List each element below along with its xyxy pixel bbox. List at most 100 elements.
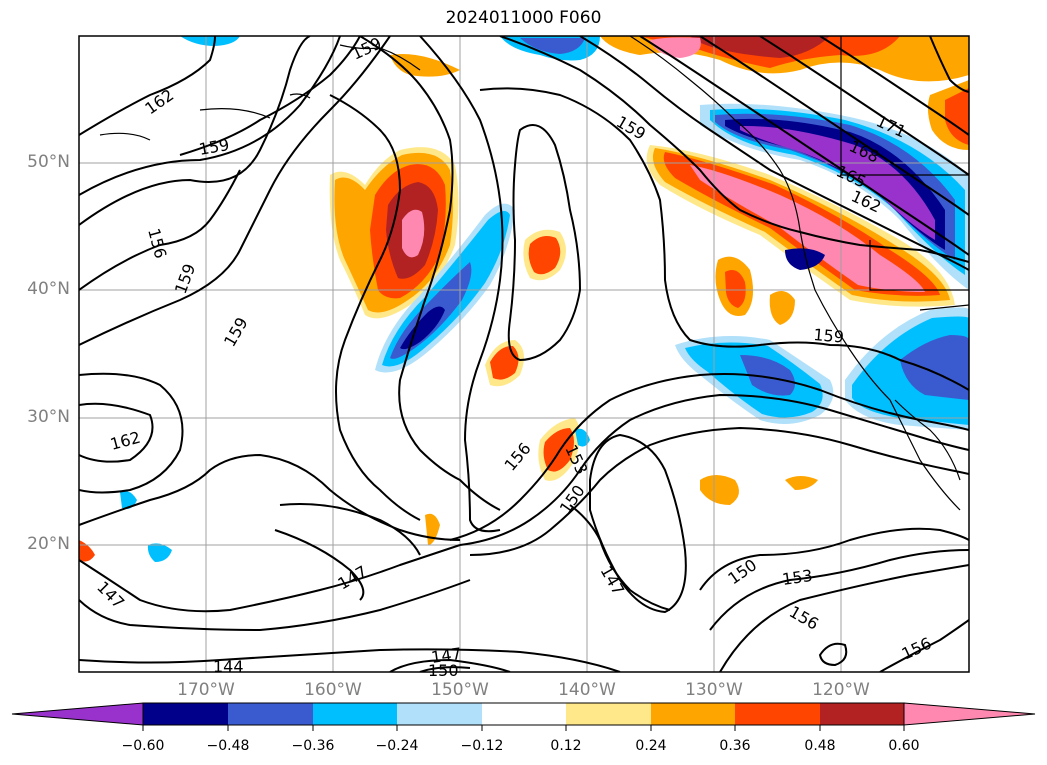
shade-top-navy [520, 38, 585, 54]
contour-ne-3 [699, 36, 969, 216]
lon-label: 160°W [304, 680, 362, 700]
colorbar-swatch [397, 703, 482, 725]
shade-left-orange [79, 540, 95, 562]
shade-top-north-brown [690, 36, 830, 58]
colorbar-tick-label: −0.12 [460, 738, 504, 754]
contour-label: 159 [220, 314, 252, 350]
contour-label: 156 [501, 439, 535, 475]
contour-159-w2 [79, 36, 391, 346]
contour-center-2 [359, 36, 501, 511]
contour-center-3 [419, 36, 504, 533]
lon-label: 150°W [431, 680, 489, 700]
contour-sw-2 [79, 453, 461, 541]
contour-label: 156 [899, 633, 935, 663]
contour-lower-2 [274, 529, 365, 601]
shade-east-blue [740, 355, 795, 396]
shade-top-north-pink [650, 37, 701, 58]
shade-left-cyan [120, 491, 137, 509]
shade-right-navy [785, 248, 825, 270]
contour-156 [449, 373, 969, 541]
colorbar-swatch [735, 703, 820, 725]
contour-label: 150 [556, 481, 589, 517]
colorbar-tick-label: −0.48 [206, 738, 250, 754]
colorbar-swatch [820, 703, 904, 725]
lat-label: 40°N [27, 279, 70, 299]
contour-center-1 [329, 94, 421, 521]
contour-ne-1 [579, 36, 969, 271]
contour-159-nw [179, 36, 361, 156]
contour-sw-1 [79, 372, 184, 494]
contour-159-e2 [499, 36, 969, 263]
contour-144 [79, 648, 621, 672]
lon-label: 120°W [812, 680, 870, 700]
colorbar-tick-label: 0.12 [550, 738, 582, 754]
contours [79, 36, 969, 672]
colorbar-swatch [566, 703, 651, 725]
shade-ne-purple [740, 125, 935, 240]
shade-subtropic2-orange [700, 475, 739, 505]
contour-147-sw [79, 544, 461, 613]
shade-subtropic3-orange [785, 476, 818, 490]
shade-right-orange2 [769, 291, 795, 325]
shade-right-red1 [725, 269, 746, 308]
contour-label: 147 [335, 562, 371, 594]
contour-150-mid2 [569, 504, 671, 611]
contour-label: 159 [349, 33, 385, 63]
colorbar [11, 702, 1036, 731]
lon-label: 140°W [558, 680, 616, 700]
contour-150-se [699, 527, 969, 591]
contour-ne-5 [819, 36, 969, 136]
contour-150-s [419, 666, 471, 672]
lon-label: 170°W [177, 680, 235, 700]
shade-band-pink [690, 165, 925, 292]
lat-label: 20°N [27, 534, 70, 554]
colorbar-tick-label: −0.24 [375, 738, 419, 754]
contour-label: 147 [93, 577, 128, 612]
map-frame [78, 35, 970, 673]
colorbar-tick-label: 0.48 [804, 738, 836, 754]
contour-center-4 [507, 124, 582, 362]
colorbar-tick-label: 0.36 [719, 738, 751, 754]
colorbar-swatch [228, 703, 313, 725]
colorbar-tick-label: −0.60 [121, 738, 165, 754]
contour-se-loop [818, 642, 848, 667]
contour-label: 162 [108, 428, 142, 454]
contour-label: 147 [597, 563, 629, 599]
contour-ne-2 [639, 36, 969, 256]
shade-central-pink [402, 209, 425, 258]
contour-159-w [79, 169, 241, 291]
contour-153-se [709, 549, 969, 631]
contour-label: 156 [786, 602, 822, 634]
shade-ne-blue [715, 113, 955, 260]
contour-label: 162 [141, 85, 177, 118]
contour-label: 159 [813, 325, 845, 347]
colorbar-swatch [482, 703, 566, 725]
colorbar-outline [142, 702, 905, 726]
contour-162-sw [79, 402, 154, 463]
colorbar-swatch [143, 703, 228, 725]
colorbar-swatch [313, 703, 397, 725]
contour-label: 150 [428, 661, 459, 680]
contour-159-e [479, 87, 969, 391]
contour-label: 156 [144, 226, 170, 260]
colorbar-tick-label: 0.60 [888, 738, 920, 754]
contour-156-se2 [879, 619, 969, 672]
contour-150-mid [469, 426, 969, 556]
shade-subtropic-cyan [575, 428, 590, 447]
contour-label: 159 [613, 112, 649, 144]
contour-ne-4 [759, 36, 969, 176]
lon-label: 130°W [685, 680, 743, 700]
shade-hawaii-yellow [425, 513, 440, 545]
colorbar-tick-label: −0.36 [291, 738, 335, 754]
shade-south-orange [490, 345, 519, 380]
lat-label: 30°N [27, 407, 70, 427]
contour-label: 144 [213, 657, 244, 676]
contour-153 [459, 393, 969, 546]
shade-mid-orange [528, 236, 561, 275]
contour-sw-3 [79, 579, 471, 632]
map-title: 2024011000 F060 [445, 8, 602, 28]
contour-label: 159 [171, 261, 199, 296]
contour-east-arc [929, 36, 969, 93]
shade-left2-cyan [147, 543, 172, 562]
